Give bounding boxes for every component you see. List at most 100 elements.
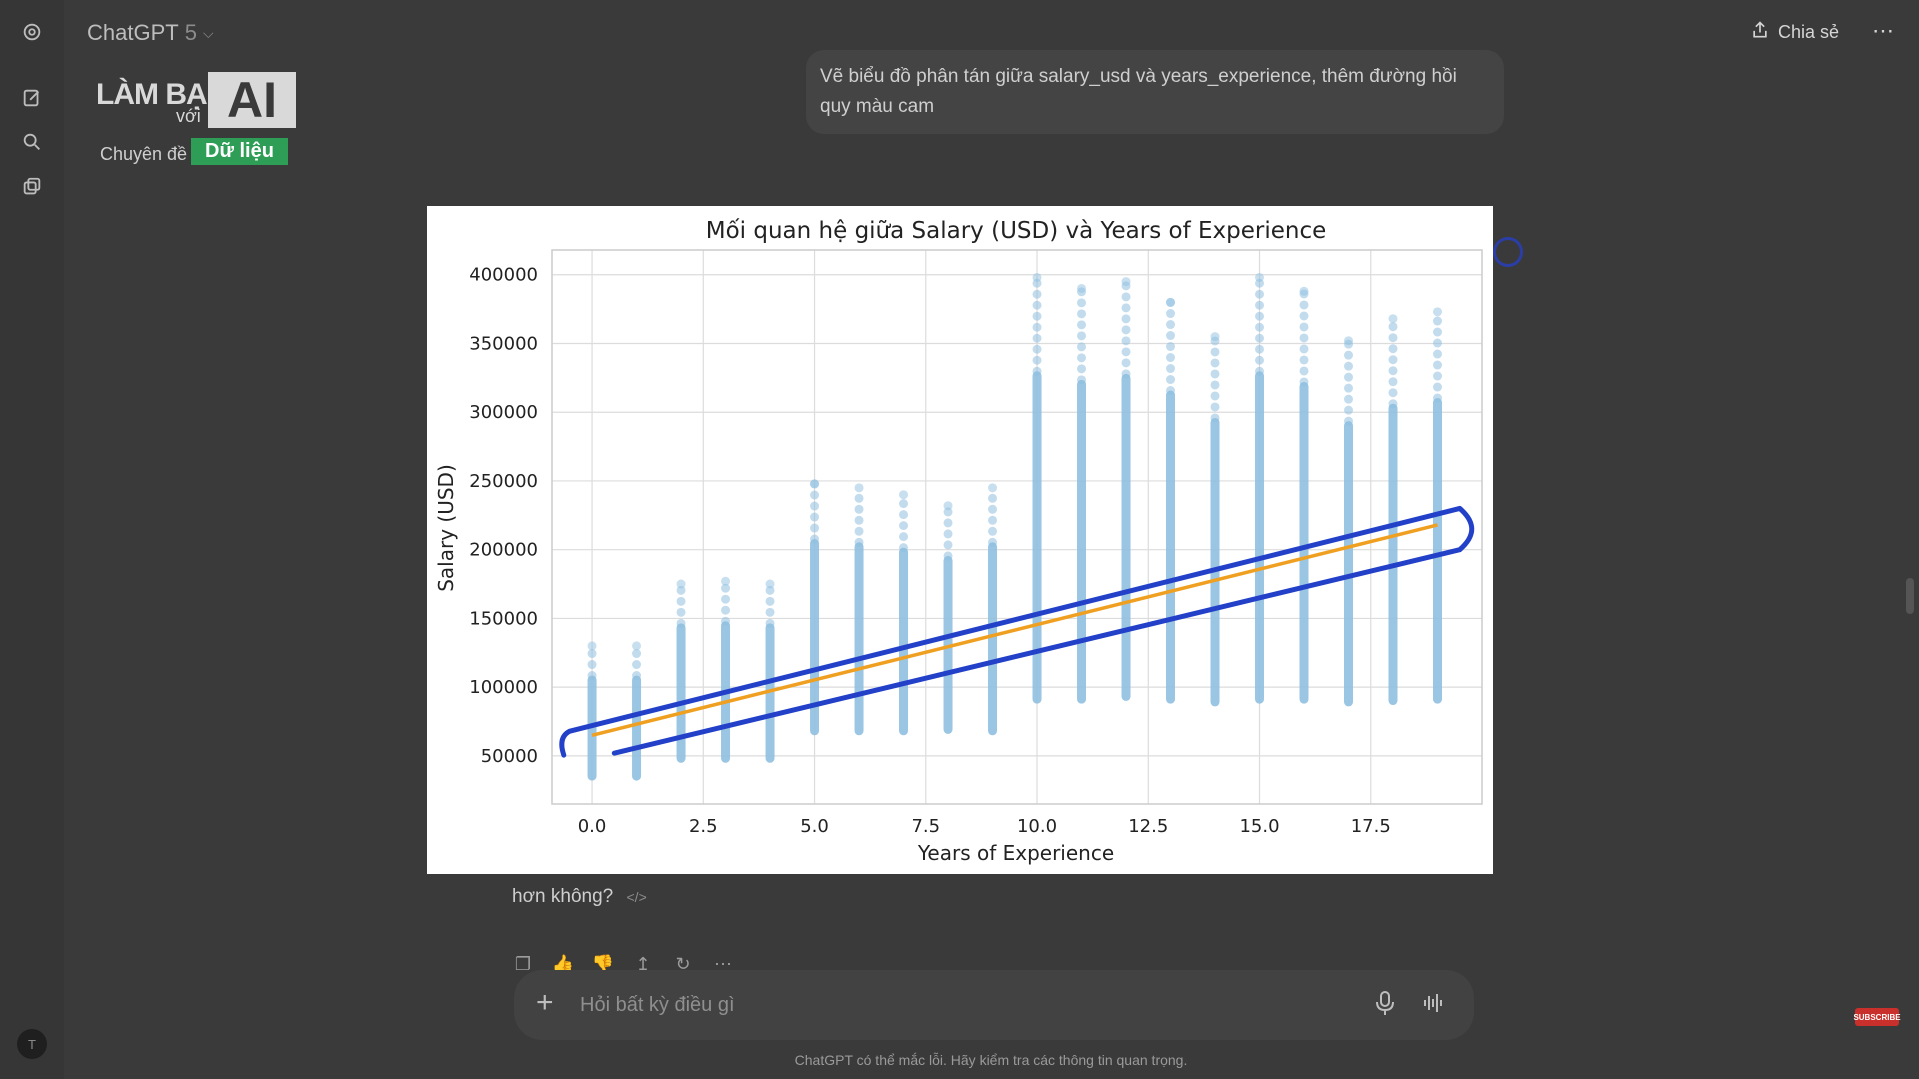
scatter-point — [1299, 366, 1309, 376]
scatter-point — [854, 526, 864, 536]
scatter-column — [1210, 332, 1220, 707]
scatter-point — [721, 583, 731, 593]
x-tick-label: 12.5 — [1128, 816, 1168, 837]
scatter-point — [943, 501, 953, 511]
plus-icon[interactable]: + — [536, 986, 554, 1019]
scatter-point — [854, 483, 864, 493]
scatter-band — [1121, 373, 1131, 701]
scatter-point — [899, 543, 909, 553]
scatter-point — [899, 490, 909, 500]
subscribe-badge[interactable]: SUBSCRIBE — [1853, 1008, 1901, 1026]
scatter-point — [1210, 369, 1220, 379]
scatter-point — [1299, 344, 1309, 354]
scatter-point — [1077, 309, 1087, 319]
new-chat-icon[interactable] — [18, 84, 46, 112]
share-button[interactable]: Chia sẻ — [1750, 20, 1839, 45]
more-icon[interactable]: ⋯ — [714, 953, 732, 974]
logo-topic-badge: Dữ liệu — [191, 138, 288, 165]
scatter-point — [810, 523, 820, 533]
message-actions: ❐ 👍 👎 ↥ ↻ ⋯ — [512, 953, 734, 975]
scatter-point — [632, 649, 642, 659]
scatter-point — [854, 537, 864, 547]
x-tick-label: 7.5 — [911, 816, 940, 837]
app-title: ChatGPT — [87, 20, 179, 45]
microphone-icon[interactable] — [1374, 990, 1396, 1021]
share-icon[interactable]: ↥ — [635, 953, 651, 974]
scatter-point — [1166, 386, 1176, 396]
scatter-point — [1255, 311, 1265, 321]
x-tick-label: 10.0 — [1017, 816, 1057, 837]
scatter-point — [1255, 322, 1265, 332]
scatter-point — [1166, 353, 1176, 363]
copy-icon[interactable]: ❐ — [514, 953, 532, 974]
scatter-band — [1166, 390, 1176, 704]
scatter-point — [1032, 300, 1042, 310]
x-tick-label: 5.0 — [800, 816, 829, 837]
scatter-point — [810, 490, 820, 500]
scatter-point — [1299, 355, 1309, 365]
share-label: Chia sẻ — [1778, 22, 1840, 42]
logo-line1: LÀM BẠN — [96, 78, 228, 111]
scatter-point — [1255, 272, 1265, 282]
openai-logo-icon[interactable] — [18, 18, 46, 46]
scatter-band — [1210, 417, 1220, 707]
y-tick-label: 350000 — [469, 333, 538, 354]
scatter-point — [1388, 399, 1398, 409]
scatter-point — [765, 596, 775, 606]
scatter-point — [765, 585, 775, 595]
more-options-button[interactable]: ⋯ — [1872, 18, 1895, 43]
scatter-point — [1388, 366, 1398, 376]
scatter-point — [632, 671, 642, 681]
model-selector[interactable]: ChatGPT 5 ⌵ — [87, 20, 214, 46]
scatter-point — [1166, 320, 1176, 330]
scatter-point — [1388, 322, 1398, 332]
scatter-point — [1433, 349, 1443, 359]
scatter-point — [1433, 371, 1443, 381]
thumbs-up-icon[interactable]: 👍 — [551, 953, 575, 974]
y-tick-label: 300000 — [469, 402, 538, 423]
logo-line2: với — [176, 106, 201, 126]
x-tick-label: 17.5 — [1351, 816, 1391, 837]
plot-frame — [551, 249, 1483, 805]
scatter-point — [721, 576, 731, 586]
scatter-point — [1077, 298, 1087, 308]
scatter-point — [1121, 347, 1131, 357]
scatter-point — [1032, 272, 1042, 282]
scatter-point — [1388, 344, 1398, 354]
scatter-column — [1299, 286, 1309, 704]
scatter-point — [632, 660, 642, 670]
model-version: 5 — [184, 20, 197, 45]
scatter-point — [1210, 413, 1220, 423]
disclaimer: ChatGPT có thể mắc lỗi. Hãy kiểm tra các… — [794, 1052, 1188, 1068]
scatter-column — [587, 641, 597, 781]
prompt-input[interactable]: Hỏi bất kỳ điều gì — [580, 994, 735, 1016]
scatter-point — [1121, 277, 1131, 287]
scatter-column — [899, 490, 909, 736]
scatter-point — [1077, 320, 1087, 330]
scatter-point — [1032, 322, 1042, 332]
code-icon[interactable]: </> — [626, 889, 647, 905]
scatter-band — [1077, 379, 1087, 704]
scatter-point — [1032, 366, 1042, 376]
scatter-point — [1077, 364, 1087, 374]
scatter-point — [1299, 311, 1309, 321]
thumbs-down-icon[interactable]: 👎 — [591, 953, 615, 974]
regenerate-icon[interactable]: ↻ — [675, 953, 691, 974]
scatter-column — [765, 579, 775, 763]
scatter-point — [1388, 388, 1398, 398]
user-message: Vẽ biểu đồ phân tán giữa salary_usd và y… — [806, 50, 1504, 134]
scatter-point — [1032, 333, 1042, 343]
scatter-point — [676, 579, 686, 589]
voice-mode-icon[interactable] — [1420, 990, 1446, 1021]
library-icon[interactable] — [18, 173, 46, 201]
scatter-column — [988, 483, 998, 736]
scatter-point — [988, 504, 998, 514]
scrollbar[interactable] — [1906, 578, 1914, 614]
scatter-point — [1344, 416, 1354, 426]
y-tick-label: 50000 — [481, 746, 538, 767]
avatar[interactable]: T — [17, 1029, 47, 1059]
scatter-column — [632, 641, 642, 781]
x-tick-label: 2.5 — [689, 816, 718, 837]
search-icon[interactable] — [18, 128, 46, 156]
scatter-column — [1433, 307, 1443, 704]
